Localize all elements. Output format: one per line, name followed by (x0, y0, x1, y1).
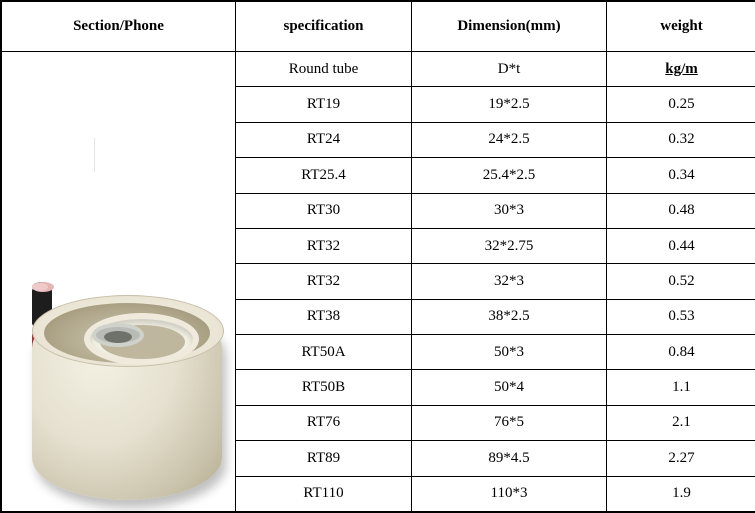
cell-weight: 0.25 (607, 87, 755, 122)
cell-spec: RT50A (236, 335, 412, 370)
cell-weight: 0.53 (607, 299, 755, 334)
cell-spec: RT38 (236, 299, 412, 334)
cell-weight: 0.48 (607, 193, 755, 228)
cell-dim: 32*3 (412, 264, 607, 299)
subheader-row: Round tube D*t kg/m (2, 52, 755, 87)
cell-spec: RT32 (236, 264, 412, 299)
cell-spec: RT30 (236, 193, 412, 228)
round-tube-illustration (32, 285, 222, 505)
cell-weight: 2.27 (607, 441, 755, 476)
header-section: Section/Phone (2, 2, 236, 52)
cell-spec: RT76 (236, 405, 412, 440)
cell-spec: RT32 (236, 228, 412, 263)
cell-dim: 32*2.75 (412, 228, 607, 263)
cell-spec: RT24 (236, 122, 412, 157)
cell-dim: 19*2.5 (412, 87, 607, 122)
cell-spec: RT50B (236, 370, 412, 405)
header-dim: Dimension(mm) (412, 2, 607, 52)
subheader-dim: D*t (412, 52, 607, 87)
cell-dim: 50*3 (412, 335, 607, 370)
cell-dim: 24*2.5 (412, 122, 607, 157)
spec-table: Section/Phone specification Dimension(mm… (1, 1, 755, 512)
artifact-mark (94, 138, 104, 172)
section-photo-cell (2, 52, 236, 512)
cell-weight: 1.9 (607, 476, 755, 512)
cell-dim: 110*3 (412, 476, 607, 512)
cell-weight: 0.44 (607, 228, 755, 263)
cell-spec: RT19 (236, 87, 412, 122)
cell-weight: 0.32 (607, 122, 755, 157)
cell-dim: 89*4.5 (412, 441, 607, 476)
cell-dim: 30*3 (412, 193, 607, 228)
cell-weight: 1.1 (607, 370, 755, 405)
subheader-weight: kg/m (607, 52, 755, 87)
subheader-spec: Round tube (236, 52, 412, 87)
cell-dim: 25.4*2.5 (412, 158, 607, 193)
header-row: Section/Phone specification Dimension(mm… (2, 2, 755, 52)
cell-weight: 0.34 (607, 158, 755, 193)
cell-spec: RT25.4 (236, 158, 412, 193)
spec-table-container: Section/Phone specification Dimension(mm… (0, 0, 755, 513)
header-weight: weight (607, 2, 755, 52)
table-body: Round tube D*t kg/m RT1919*2.50.25 RT2424… (2, 52, 755, 512)
cell-spec: RT110 (236, 476, 412, 512)
cell-spec: RT89 (236, 441, 412, 476)
header-spec: specification (236, 2, 412, 52)
cell-dim: 76*5 (412, 405, 607, 440)
cell-dim: 50*4 (412, 370, 607, 405)
cell-weight: 0.52 (607, 264, 755, 299)
cell-weight: 0.84 (607, 335, 755, 370)
cell-dim: 38*2.5 (412, 299, 607, 334)
inner-tube-grey (92, 323, 144, 347)
cell-weight: 2.1 (607, 405, 755, 440)
